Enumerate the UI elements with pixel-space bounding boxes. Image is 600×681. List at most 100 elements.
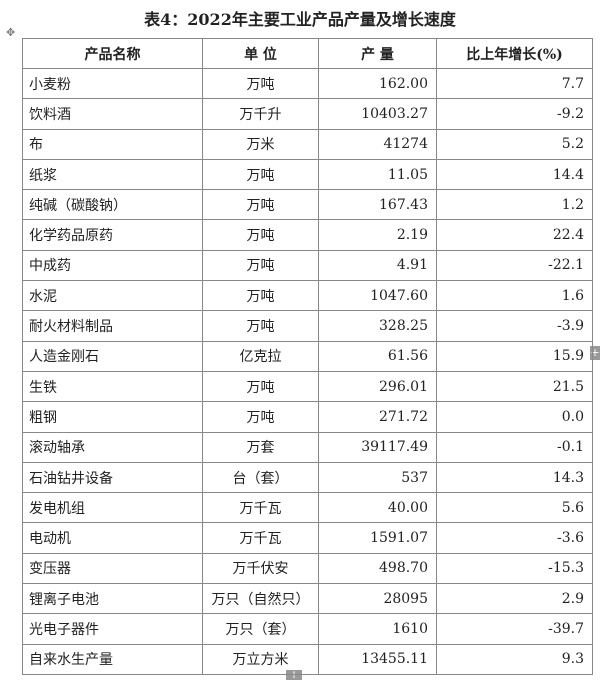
table-cell: 1.2: [436, 189, 593, 221]
table-cell: 1610: [318, 613, 437, 645]
table-cell: 生铁: [22, 370, 203, 403]
table-row: 锂离子电池 万只（自然只） 28095 2.9: [22, 583, 593, 615]
table-cell: 162.00: [318, 67, 437, 100]
table-cell: 22.4: [436, 219, 593, 251]
table-cell: -15.3: [436, 552, 593, 585]
table-row: 化学药品原药 万吨 2.19 22.4: [22, 219, 593, 251]
table-cell: 1.6: [436, 280, 593, 312]
table-row: 自来水生产量 万立方米 13455.11 9.3: [22, 643, 593, 675]
add-row-handle[interactable]: +: [286, 669, 302, 680]
table-cell: 万只（套）: [202, 613, 319, 645]
table-cell: 耐火材料制品: [22, 310, 203, 342]
table-cell: 中成药: [22, 249, 203, 282]
table-cell: 滚动轴承: [22, 431, 203, 463]
table-cell: 万千瓦: [202, 522, 319, 554]
header-cell: 产品名称: [22, 38, 203, 69]
table-cell: 万吨: [202, 310, 319, 342]
table-cell: 537: [318, 461, 437, 494]
header-row: 产品名称单 位产 量比上年增长(%): [22, 38, 593, 69]
table-cell: 万套: [202, 431, 319, 463]
table-cell: 13455.11: [318, 643, 437, 675]
table-row: 石油钻井设备 台（套） 537 14.3: [22, 461, 593, 494]
table-cell: -22.1: [436, 249, 593, 282]
table-cell: 纯碱（碳酸钠）: [22, 189, 203, 221]
table-cell: 40.00: [318, 492, 437, 524]
table-cell: 328.25: [318, 310, 437, 342]
table-cell: 发电机组: [22, 492, 203, 524]
table-cell: 15.9: [436, 340, 593, 372]
table-cell: 水泥: [22, 280, 203, 312]
table-cell: 498.70: [318, 552, 437, 585]
table-row: 滚动轴承 万套 39117.49 -0.1: [22, 431, 593, 463]
table-row: 粗钢 万吨 271.72 0.0: [22, 401, 593, 433]
table-cell: 万吨: [202, 219, 319, 251]
table-row: 水泥 万吨 1047.60 1.6: [22, 280, 593, 312]
move-handle[interactable]: ✥: [6, 26, 16, 39]
table-cell: 1047.60: [318, 280, 437, 312]
table-row: 人造金刚石 亿克拉 61.56 15.9: [22, 340, 593, 372]
table-row: 变压器 万千伏安 498.70 -15.3: [22, 552, 593, 585]
table-cell: -0.1: [436, 431, 593, 463]
table-cell: 万吨: [202, 67, 319, 100]
table-cell: -3.9: [436, 310, 593, 342]
table-row: 布万米 41274 5.2: [22, 128, 593, 160]
table-cell: 9.3: [436, 643, 593, 675]
data-table: 产品名称单 位产 量比上年增长(%) 小麦粉 万吨 162.00 7.7 饮料酒 万千升 1…: [22, 38, 593, 675]
table-cell: 自来水生产量: [22, 643, 203, 675]
table-cell: 14.3: [436, 461, 593, 494]
table-cell: 台（套）: [202, 461, 319, 494]
table-cell: 296.01: [318, 370, 437, 403]
table-cell: 粗钢: [22, 401, 203, 433]
header-cell: 产 量: [318, 38, 437, 69]
table-cell: 5.6: [436, 492, 593, 524]
table-cell: -9.2: [436, 98, 593, 130]
table-cell: 锂离子电池: [22, 583, 203, 615]
table-row: 中成药 万吨 4.91 -22.1: [22, 249, 593, 282]
table-cell: 61.56: [318, 340, 437, 372]
table-cell: 万吨: [202, 158, 319, 191]
table-row: 耐火材料制品 万吨 328.25 -3.9: [22, 310, 593, 342]
table-cell: 万吨: [202, 249, 319, 282]
table-cell: 万吨: [202, 280, 319, 312]
header-cell: 比上年增长(%): [436, 38, 593, 69]
table-cell: 万吨: [202, 370, 319, 403]
table-cell: 人造金刚石: [22, 340, 203, 372]
table-cell: 14.4: [436, 158, 593, 191]
table-row: 电动机 万千瓦 1591.07 -3.6: [22, 522, 593, 554]
table-row: 生铁 万吨 296.01 21.5: [22, 370, 593, 403]
table-row: 饮料酒 万千升 10403.27 -9.2: [22, 98, 593, 130]
table-cell: 39117.49: [318, 431, 437, 463]
table-cell: 7.7: [436, 67, 593, 100]
table-cell: 万千瓦: [202, 492, 319, 524]
table-cell: 电动机: [22, 522, 203, 554]
table-cell: 万米: [202, 128, 319, 160]
table-cell: -39.7: [436, 613, 593, 645]
table-cell: 万立方米: [202, 643, 319, 675]
table-cell: 1591.07: [318, 522, 437, 554]
table-cell: 亿克拉: [202, 340, 319, 372]
table-cell: 28095: [318, 583, 437, 615]
table-cell: 变压器: [22, 552, 203, 585]
table-row: 纸浆 万吨 11.05 14.4: [22, 158, 593, 191]
table-row: 纯碱（碳酸钠） 万吨 167.43 1.2: [22, 189, 593, 221]
table-cell: 万吨: [202, 401, 319, 433]
table-cell: 布: [22, 128, 203, 160]
table-cell: 万千伏安: [202, 552, 319, 585]
table-cell: 5.2: [436, 128, 593, 160]
table-cell: 0.0: [436, 401, 593, 433]
table-row: 光电子器件 万只（套） 1610 -39.7: [22, 613, 593, 645]
table-title: 表4：2022年主要工业产品产量及增长速度: [144, 10, 456, 29]
add-column-handle[interactable]: +: [590, 346, 600, 360]
table-cell: 万只（自然只）: [202, 583, 319, 615]
table-cell: 万千升: [202, 98, 319, 130]
table-cell: 石油钻井设备: [22, 461, 203, 494]
table-cell: 小麦粉: [22, 67, 203, 100]
table-cell: 4.91: [318, 249, 437, 282]
header-cell: 单 位: [202, 38, 319, 69]
table-cell: 饮料酒: [22, 98, 203, 130]
table-row: 发电机组 万千瓦 40.00 5.6: [22, 492, 593, 524]
table-cell: 41274: [318, 128, 437, 160]
table-cell: 271.72: [318, 401, 437, 433]
table-cell: 21.5: [436, 370, 593, 403]
table-row: 小麦粉 万吨 162.00 7.7: [22, 67, 593, 100]
